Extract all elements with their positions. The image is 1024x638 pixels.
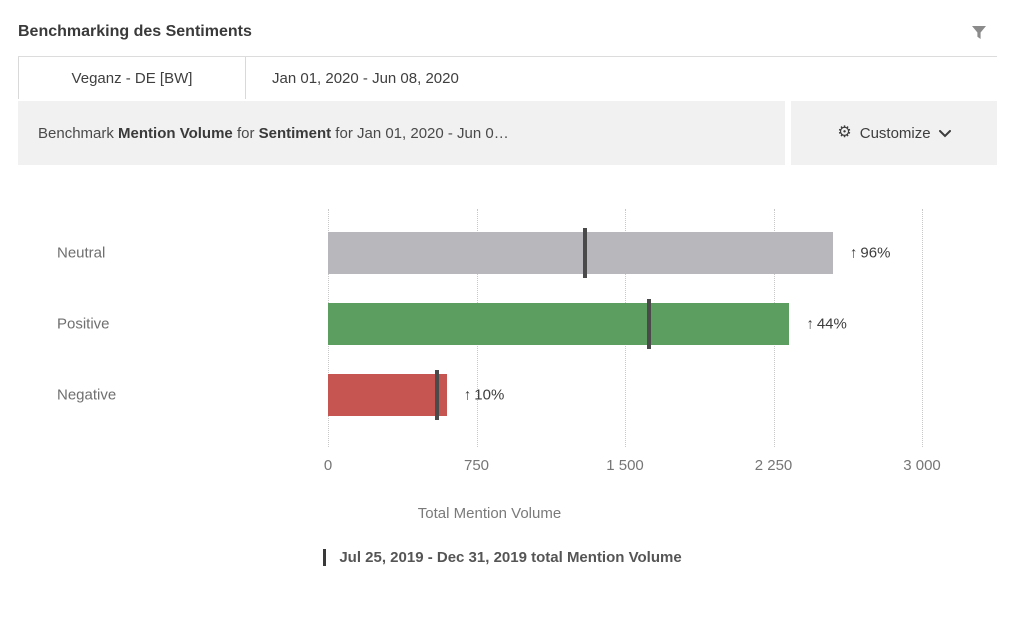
x-axis-title: Total Mention Volume <box>417 505 562 522</box>
change-label: ↑ 96% <box>850 245 891 262</box>
sentiment-bar-positive[interactable] <box>328 303 790 345</box>
widget-header: Benchmarking des Sentiments <box>18 0 997 57</box>
sentiment-bar-neutral[interactable] <box>328 232 833 274</box>
x-tick-label: 3 000 <box>903 457 941 474</box>
previous-period-marker <box>434 370 439 420</box>
x-tick-label: 750 <box>463 457 490 474</box>
description-text: for Jan 01, 2020 - Jun 0… <box>331 124 509 142</box>
category-label-neutral: Neutral <box>57 244 106 262</box>
chart-legend: Jul 25, 2019 - Dec 31, 2019 total Mentio… <box>0 549 1005 566</box>
change-value: 96% <box>860 244 891 262</box>
gear-icon: ⚙ <box>837 124 852 141</box>
customize-label: Customize <box>859 124 931 142</box>
gridline <box>922 209 923 447</box>
previous-period-marker-icon <box>323 549 327 566</box>
description-dimension: Sentiment <box>258 124 332 142</box>
toolbar: Benchmark Mention Volume for Sentiment f… <box>18 101 997 165</box>
filter-icon[interactable] <box>971 25 987 40</box>
change-value: 44% <box>816 315 847 333</box>
chevron-down-icon <box>938 130 951 138</box>
sentiment-benchmark-chart: 0 750 1 500 2 250 3 000 ↑ 96% ↑ 44% ↑ 10% Neutral P… <box>18 209 997 481</box>
description-text: Benchmark <box>38 124 119 142</box>
tab-row: Veganz - DE [BW] Jan 01, 2020 - Jun 08, … <box>18 57 1024 99</box>
customize-button[interactable]: ⚙ Customize <box>791 101 997 165</box>
previous-period-marker <box>646 299 651 349</box>
category-label-negative: Negative <box>57 386 117 404</box>
x-tick-label: 1 500 <box>606 457 644 474</box>
change-label: ↑ 44% <box>806 316 847 333</box>
x-tick-label: 0 <box>323 457 333 474</box>
description-text: for <box>232 124 259 142</box>
tab-date-range[interactable]: Jan 01, 2020 - Jun 08, 2020 <box>245 57 489 99</box>
change-value: 10% <box>474 386 505 404</box>
chart-description: Benchmark Mention Volume for Sentiment f… <box>18 101 785 165</box>
description-metric: Mention Volume <box>118 124 233 142</box>
sentiment-bar-negative[interactable] <box>328 374 447 416</box>
category-label-positive: Positive <box>57 315 110 333</box>
up-arrow-icon: ↑ <box>849 244 858 262</box>
tab-source-label: Veganz - DE [BW] <box>71 69 193 87</box>
x-tick-label: 2 250 <box>754 457 793 474</box>
tab-date-range-label: Jan 01, 2020 - Jun 08, 2020 <box>272 69 459 87</box>
legend-label: Jul 25, 2019 - Dec 31, 2019 total Mentio… <box>339 549 682 566</box>
widget-title: Benchmarking des Sentiments <box>18 23 252 40</box>
previous-period-marker <box>583 228 588 278</box>
change-label: ↑ 10% <box>464 387 505 404</box>
up-arrow-icon: ↑ <box>463 386 472 404</box>
tab-source[interactable]: Veganz - DE [BW] <box>18 57 245 99</box>
plot-area: 0 750 1 500 2 250 3 000 ↑ 96% ↑ 44% ↑ 10% <box>324 209 941 474</box>
up-arrow-icon: ↑ <box>806 315 814 333</box>
